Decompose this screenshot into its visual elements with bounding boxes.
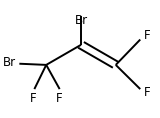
Text: F: F (143, 29, 150, 42)
Text: F: F (56, 92, 63, 105)
Text: Br: Br (3, 56, 16, 69)
Text: Br: Br (74, 14, 88, 27)
Text: F: F (29, 92, 36, 105)
Text: F: F (143, 86, 150, 99)
